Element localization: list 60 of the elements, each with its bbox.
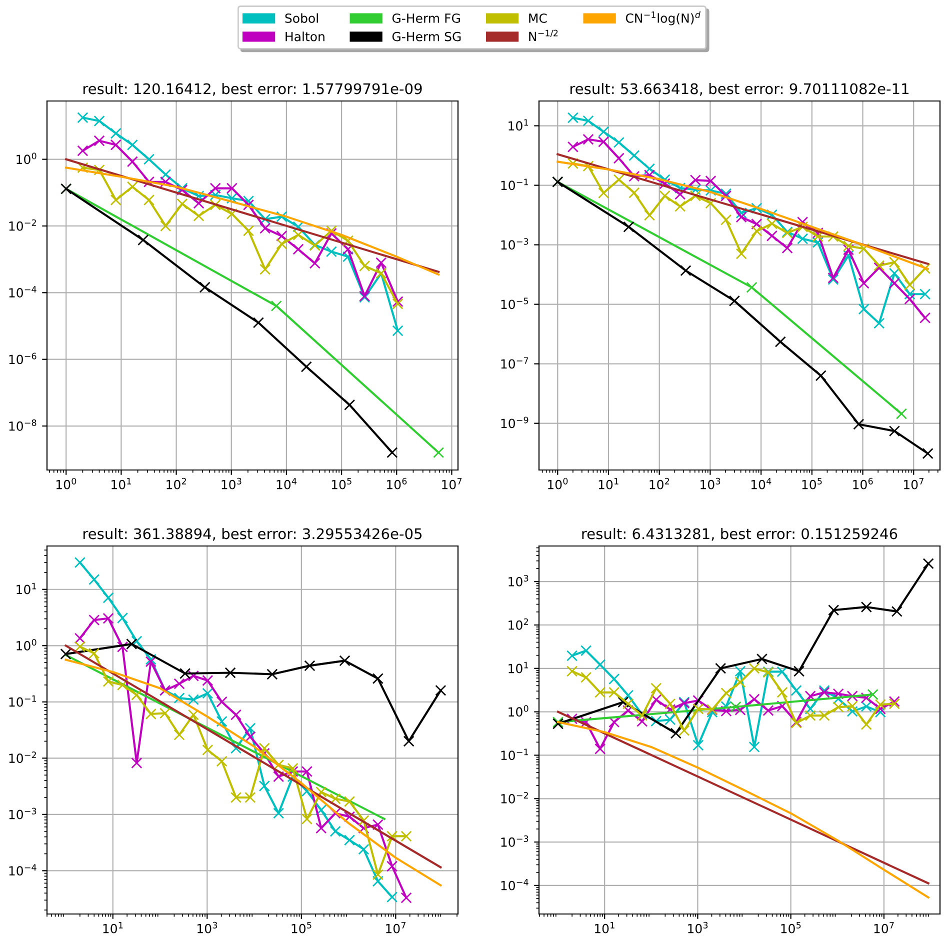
x-tick-label: 10$^{1}$ [598, 478, 618, 490]
y-tick-label: 10$^{−2}$ [501, 792, 528, 804]
y-tick-label: 10$^{−1}$ [501, 178, 528, 190]
y-tick-label: 10$^{−4}$ [9, 864, 36, 876]
x-tick-label: 10$^{0}$ [56, 478, 76, 490]
y-tick-label: 10$^{−2}$ [9, 752, 36, 763]
x-tick-label: 10$^{5}$ [332, 478, 352, 490]
x-tick-label: 10$^{1}$ [112, 478, 131, 490]
x-tick-label: 10$^{2}$ [650, 478, 670, 490]
x-tick-label: 10$^{7}$ [442, 478, 462, 490]
x-tick-label: 10$^{7}$ [904, 478, 924, 490]
chart-title: result: 361.38894, best error: 3.29553426e-05 [84, 528, 422, 541]
x-tick-label: 10$^{0}$ [548, 478, 568, 490]
x-tick-label: 10$^{7}$ [386, 922, 406, 934]
y-tick-label: 10$^{1}$ [508, 662, 528, 674]
x-tick-label: 10$^{6}$ [853, 478, 873, 490]
x-tick-label: 10$^{2}$ [166, 478, 186, 490]
chart-title: result: 6.4313281, best error: 0.151259246 [582, 528, 898, 541]
y-tick-label: 10$^{−5}$ [501, 298, 528, 310]
x-tick-label: 10$^{3}$ [222, 478, 242, 490]
y-tick-label: 10$^{−3}$ [501, 835, 528, 847]
y-tick-label: 10$^{−3}$ [501, 238, 528, 250]
legend-label: CN$^{−1}$log(N)$^{d}$ [626, 11, 700, 26]
y-tick-label: 10$^{−8}$ [9, 419, 36, 431]
x-tick-label: 10$^{5}$ [292, 922, 312, 934]
y-tick-label: 10$^{1}$ [508, 119, 528, 131]
y-tick-label: 10$^{0}$ [16, 639, 36, 650]
x-tick-label: 10$^{7}$ [874, 922, 894, 934]
y-tick-label: 10$^{−4}$ [9, 286, 36, 298]
y-tick-label: 10$^{3}$ [508, 574, 528, 586]
y-tick-label: 10$^{0}$ [16, 152, 36, 164]
x-tick-label: 10$^{4}$ [276, 478, 297, 490]
x-tick-label: 10$^{6}$ [387, 478, 407, 490]
y-tick-label: 10$^{−1}$ [501, 748, 528, 760]
legend-label: Halton [286, 32, 324, 42]
legend-label: Sobol [285, 13, 318, 23]
x-tick-label: 10$^{1}$ [103, 922, 123, 934]
y-tick-label: 10$^{−1}$ [9, 695, 36, 707]
y-tick-label: 10$^{2}$ [508, 618, 528, 630]
chart-title: result: 53.663418, best error: 9.70111082e-11 [570, 82, 908, 96]
x-tick-label: 10$^{5}$ [802, 478, 822, 490]
y-tick-label: 10$^{1}$ [16, 582, 36, 594]
legend-label: G-Herm FG [392, 13, 460, 23]
y-tick-label: 10$^{−4}$ [501, 878, 528, 890]
x-tick-label: 10$^{5}$ [781, 922, 801, 934]
legend-label: N$^{−1/2}$ [529, 30, 558, 41]
chart-title: result: 120.16412, best error: 1.57799791e-09 [84, 82, 422, 96]
y-tick-label: 10$^{−3}$ [9, 808, 36, 820]
legend-label: G-Herm SG [392, 32, 461, 42]
y-tick-label: 10$^{−2}$ [9, 219, 36, 231]
legend-label: MC [529, 13, 547, 23]
x-tick-label: 10$^{3}$ [198, 922, 218, 934]
y-tick-label: 10$^{−7}$ [501, 357, 528, 369]
x-tick-label: 10$^{1}$ [594, 922, 614, 934]
x-tick-label: 10$^{4}$ [751, 478, 772, 490]
y-tick-label: 10$^{−6}$ [9, 352, 36, 364]
y-tick-label: 10$^{−9}$ [501, 416, 528, 428]
y-tick-label: 10$^{0}$ [508, 705, 528, 717]
x-tick-label: 10$^{3}$ [688, 922, 708, 934]
x-tick-label: 10$^{3}$ [700, 478, 720, 490]
